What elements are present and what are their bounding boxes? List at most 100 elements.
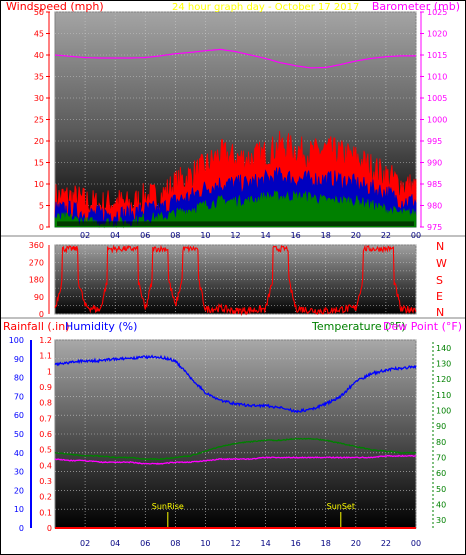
- humidity-tick-label: 60: [14, 411, 24, 420]
- sunrise-label: SunRise: [152, 502, 184, 511]
- y-tick-label: 180: [29, 276, 44, 285]
- y-right-tick-label: 975: [427, 223, 442, 232]
- rainfall-tick-label: 0.2: [39, 493, 52, 502]
- compass-s: S: [436, 274, 443, 287]
- temp-grid: [55, 339, 417, 529]
- x-tick-label: 00: [411, 231, 421, 240]
- y-right-tick-label: 1015: [427, 51, 447, 60]
- rainfall-tick-label: 0.7: [39, 414, 52, 423]
- temperature-label: Temperature (°F): [311, 320, 406, 333]
- x-tick-label: 12: [230, 231, 240, 240]
- humidity-tick-label: 100: [9, 336, 24, 345]
- humidity-tick-label: 40: [14, 449, 24, 458]
- y-right-tick-label: 995: [427, 137, 442, 146]
- rainfall-tick-label: 0.1: [39, 508, 52, 517]
- barometer-line: [54, 48, 416, 69]
- y-right-tick-label: 980: [427, 202, 442, 211]
- wind-axis-ticks: 0510152025303540455097598098599099510001…: [34, 8, 448, 240]
- direction-series: [54, 244, 417, 317]
- y-left-tick-label: 10: [34, 180, 44, 189]
- x-tick-label: 02: [80, 539, 90, 548]
- sun-markers: SunRise SunSet: [152, 502, 355, 528]
- chart-title: 24 hour graph day - October 17 2017: [172, 2, 359, 13]
- x-tick-label: 16: [291, 231, 301, 240]
- temperature-tick-label: 100: [436, 407, 451, 416]
- rainfall-tick-label: 0: [47, 524, 52, 533]
- temperature-line: [54, 437, 417, 461]
- rainfall-tick-label: 0.8: [39, 399, 52, 408]
- humidity-tick-label: 20: [14, 486, 24, 495]
- temperature-tick-label: 70: [436, 454, 446, 463]
- y-tick-label: 90: [34, 293, 44, 302]
- x-tick-label: 14: [260, 539, 270, 548]
- x-tick-label: 00: [411, 539, 421, 548]
- rainfall-tick-label: 1.2: [39, 336, 52, 345]
- temperature-tick-label: 120: [436, 375, 451, 384]
- dewpoint-label: Dew Point (°F): [383, 320, 462, 333]
- wind-series: [54, 130, 417, 229]
- y-left-tick-label: 20: [34, 137, 44, 146]
- y-right-tick-label: 1020: [427, 30, 447, 39]
- x-tick-label: 10: [200, 539, 210, 548]
- y-right-tick-label: 1000: [427, 116, 447, 125]
- y-left-tick-label: 15: [34, 159, 44, 168]
- compass-n-top: N: [436, 240, 444, 253]
- x-tick-label: 10: [200, 231, 210, 240]
- y-tick-label: 270: [29, 258, 44, 267]
- y-right-tick-label: 1010: [427, 73, 447, 82]
- compass-e: E: [436, 290, 443, 303]
- rainfall-tick-label: 0.6: [39, 430, 52, 439]
- humidity-tick-label: 30: [14, 468, 24, 477]
- rainfall-tick-label: 0.5: [39, 446, 52, 455]
- x-tick-label: 06: [140, 231, 150, 240]
- rainfall-label: Rainfall (.in): [3, 320, 70, 333]
- x-tick-label: 22: [381, 231, 391, 240]
- y-tick-label: 360: [29, 241, 44, 250]
- x-tick-label: 22: [381, 539, 391, 548]
- x-tick-label: 04: [110, 539, 120, 548]
- temperature-tick-label: 140: [436, 344, 451, 353]
- x-tick-label: 14: [260, 231, 270, 240]
- rainfall-tick-label: 1.1: [39, 352, 52, 361]
- temperature-tick-label: 60: [436, 469, 446, 478]
- barometer-series: [54, 48, 416, 69]
- temperature-tick-label: 130: [436, 360, 451, 369]
- direction-axis-ticks: 0 90 180 270 360: [29, 241, 50, 319]
- temperature-tick-label: 30: [436, 516, 446, 525]
- y-left-tick-label: 35: [34, 73, 44, 82]
- temp-series: [54, 354, 417, 465]
- y-left-tick-label: 25: [34, 116, 44, 125]
- temperature-tick-label: 110: [436, 391, 451, 400]
- humidity-tick-label: 0: [19, 524, 24, 533]
- y-left-tick-label: 40: [34, 51, 44, 60]
- x-tick-label: 16: [291, 539, 301, 548]
- x-tick-label: 06: [140, 539, 150, 548]
- x-tick-label: 02: [80, 231, 90, 240]
- y-left-tick-label: 45: [34, 30, 44, 39]
- humidity-tick-label: 50: [14, 430, 24, 439]
- humidity-tick-label: 80: [14, 374, 24, 383]
- y-left-tick-label: 0: [39, 223, 44, 232]
- x-tick-label: 12: [230, 539, 240, 548]
- humidity-label: Humidity (%): [65, 320, 137, 333]
- windspeed-label: Windspeed (mph): [6, 0, 104, 13]
- direction-grid: [55, 244, 417, 315]
- temp-axis-ticks: 010203040506070809010000.10.20.30.40.50.…: [9, 336, 452, 548]
- x-tick-label: 18: [321, 539, 331, 548]
- dewpoint-line: [54, 454, 417, 465]
- compass-n-bottom: N: [436, 306, 444, 319]
- rainfall-tick-label: 0.3: [39, 477, 52, 486]
- x-tick-label: 20: [351, 539, 361, 548]
- y-left-tick-label: 50: [34, 8, 44, 17]
- humidity-tick-label: 10: [14, 505, 24, 514]
- barometer-label: Barometer (mb): [372, 0, 460, 13]
- y-right-tick-label: 990: [427, 159, 442, 168]
- rainfall-tick-label: 0.9: [39, 383, 52, 392]
- x-tick-label: 04: [110, 231, 120, 240]
- temperature-tick-label: 80: [436, 438, 446, 447]
- temperature-tick-label: 40: [436, 501, 446, 510]
- sunset-label: SunSet: [327, 502, 355, 511]
- y-left-tick-label: 30: [34, 94, 44, 103]
- x-tick-label: 20: [351, 231, 361, 240]
